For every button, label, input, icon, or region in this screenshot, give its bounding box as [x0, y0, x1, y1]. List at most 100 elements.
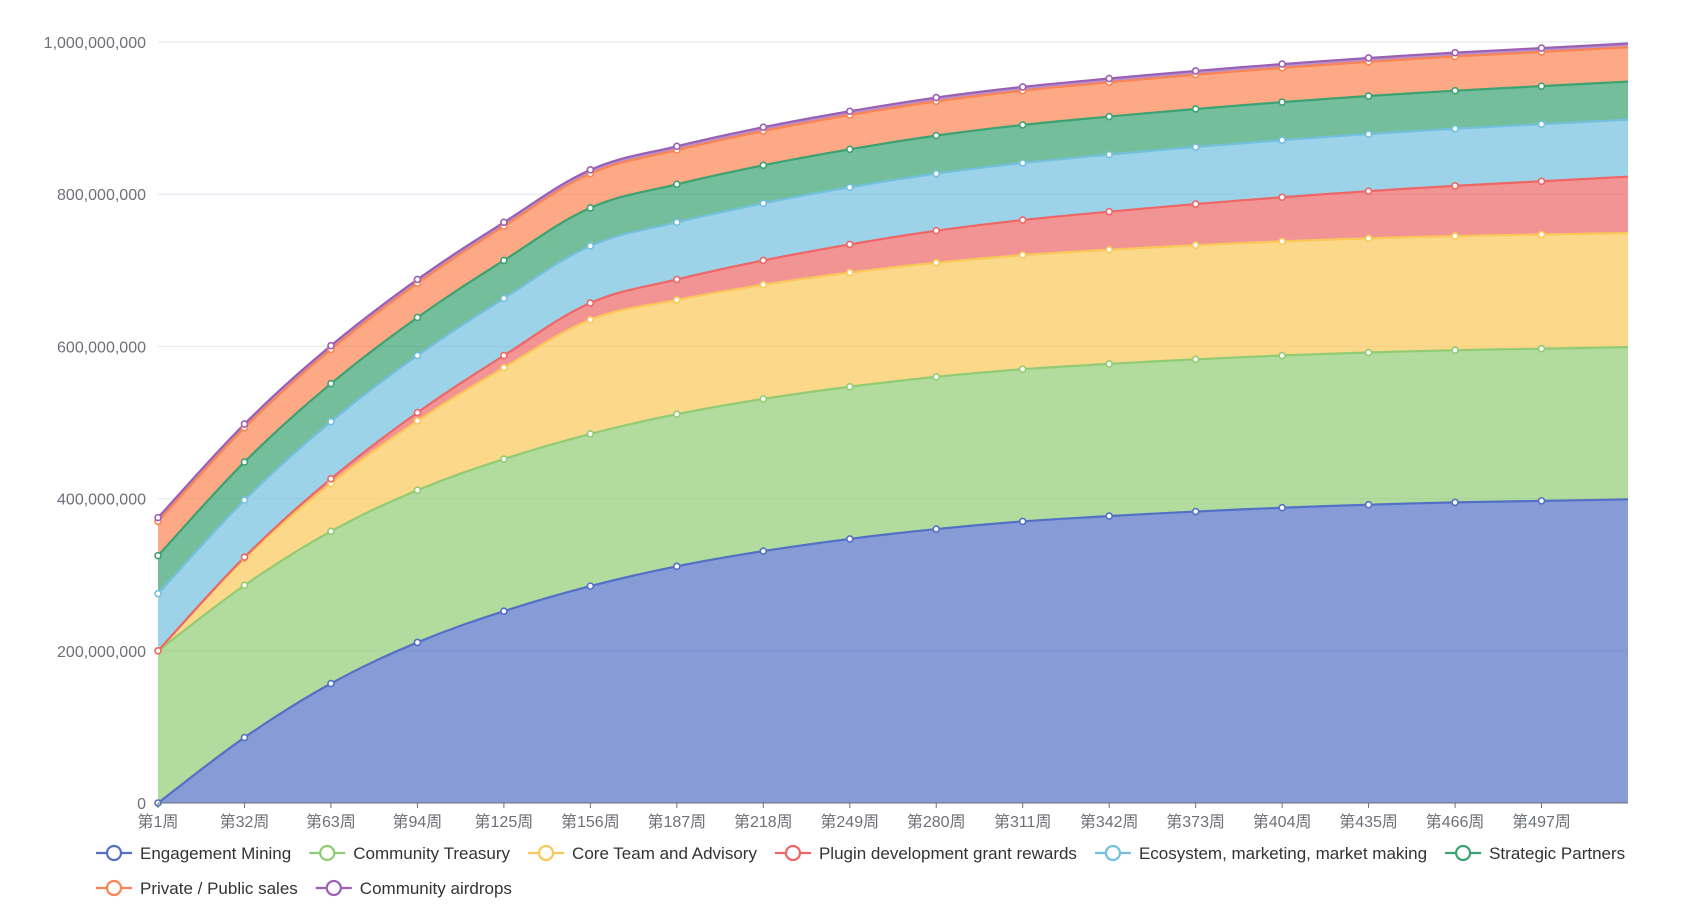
data-point[interactable] — [413, 408, 422, 417]
data-point[interactable] — [240, 458, 249, 466]
data-point[interactable] — [154, 513, 162, 522]
data-point[interactable] — [586, 430, 595, 438]
data-point[interactable] — [1191, 241, 1200, 249]
data-point[interactable] — [240, 581, 249, 590]
legend-item-community-treasury[interactable]: Community Treasury — [309, 844, 511, 863]
data-point[interactable] — [1451, 232, 1459, 240]
data-point[interactable] — [240, 733, 249, 742]
data-point[interactable] — [1018, 216, 1027, 224]
data-point[interactable] — [845, 240, 854, 249]
data-point[interactable] — [1537, 82, 1546, 90]
legend-item-community-airdrops[interactable]: Community airdrops — [315, 879, 512, 898]
data-point[interactable] — [1278, 98, 1286, 106]
data-point[interactable] — [1364, 54, 1373, 62]
data-point[interactable] — [759, 161, 768, 170]
data-point[interactable] — [586, 242, 595, 250]
data-point[interactable] — [1537, 120, 1546, 128]
data-point[interactable] — [327, 475, 335, 483]
data-point[interactable] — [1191, 507, 1200, 516]
data-point[interactable] — [1537, 177, 1546, 186]
data-point[interactable] — [845, 107, 854, 116]
data-point[interactable] — [932, 525, 941, 533]
data-point[interactable] — [1018, 251, 1027, 259]
data-point[interactable] — [586, 204, 595, 212]
data-point[interactable] — [240, 420, 249, 428]
data-point[interactable] — [673, 410, 681, 418]
data-point[interactable] — [154, 551, 162, 560]
data-point[interactable] — [1105, 512, 1113, 520]
data-point[interactable] — [413, 638, 422, 647]
data-point[interactable] — [327, 341, 335, 350]
data-point[interactable] — [1364, 234, 1373, 243]
data-point[interactable] — [1105, 360, 1113, 368]
data-point[interactable] — [154, 589, 162, 598]
legend-item-engagement-mining[interactable]: Engagement Mining — [96, 844, 291, 863]
data-point[interactable] — [759, 256, 768, 265]
data-point[interactable] — [240, 553, 249, 561]
data-point[interactable] — [1191, 200, 1200, 208]
data-point[interactable] — [1451, 48, 1459, 57]
legend-item-private-public-sales[interactable]: Private / Public sales — [96, 879, 298, 898]
data-point[interactable] — [1364, 92, 1373, 100]
data-point[interactable] — [1451, 498, 1459, 507]
data-point[interactable] — [500, 294, 508, 303]
data-point[interactable] — [1537, 44, 1546, 52]
data-point[interactable] — [759, 395, 768, 403]
data-point[interactable] — [1278, 351, 1286, 360]
data-point[interactable] — [673, 296, 681, 304]
data-point[interactable] — [500, 256, 508, 265]
data-point[interactable] — [1451, 182, 1459, 190]
data-point[interactable] — [932, 131, 941, 140]
legend-item-ecosystem-marketing-market-making[interactable]: Ecosystem, marketing, market making — [1094, 844, 1427, 863]
data-point[interactable] — [1278, 60, 1286, 68]
data-point[interactable] — [1278, 237, 1286, 246]
data-point[interactable] — [1018, 159, 1027, 167]
data-point[interactable] — [413, 351, 422, 360]
data-point[interactable] — [932, 373, 941, 381]
data-point[interactable] — [1105, 245, 1113, 254]
data-point[interactable] — [1451, 86, 1459, 95]
area-plugin-development-grant-rewards[interactable] — [158, 176, 1628, 651]
data-point[interactable] — [1278, 136, 1286, 144]
data-point[interactable] — [1364, 500, 1373, 509]
data-point[interactable] — [673, 562, 681, 571]
data-point[interactable] — [1018, 83, 1027, 91]
data-point[interactable] — [1278, 503, 1286, 512]
data-point[interactable] — [1364, 187, 1373, 195]
data-point[interactable] — [759, 123, 768, 132]
data-point[interactable] — [1105, 74, 1113, 83]
data-point[interactable] — [845, 183, 854, 192]
data-point[interactable] — [1105, 207, 1113, 216]
data-point[interactable] — [845, 268, 854, 277]
data-point[interactable] — [845, 382, 854, 391]
data-point[interactable] — [673, 180, 681, 189]
data-point[interactable] — [586, 299, 595, 307]
data-point[interactable] — [1105, 150, 1113, 159]
data-point[interactable] — [500, 455, 508, 463]
data-point[interactable] — [1191, 143, 1200, 151]
data-point[interactable] — [673, 275, 681, 284]
data-point[interactable] — [586, 166, 595, 174]
data-point[interactable] — [413, 313, 422, 322]
data-point[interactable] — [327, 379, 335, 388]
data-point[interactable] — [154, 646, 162, 655]
data-point[interactable] — [500, 351, 508, 360]
data-point[interactable] — [932, 169, 941, 178]
data-point[interactable] — [932, 258, 941, 267]
data-point[interactable] — [845, 145, 854, 154]
data-point[interactable] — [1364, 348, 1373, 357]
legend-item-strategic-partners[interactable]: Strategic Partners — [1445, 844, 1625, 863]
data-point[interactable] — [1018, 365, 1027, 374]
data-point[interactable] — [500, 218, 508, 227]
data-point[interactable] — [1105, 112, 1113, 121]
area-engagement-mining[interactable] — [158, 499, 1628, 803]
data-point[interactable] — [586, 315, 595, 324]
area-core-team-and-advisory[interactable] — [158, 233, 1628, 651]
data-point[interactable] — [500, 363, 508, 372]
data-point[interactable] — [673, 218, 681, 227]
data-point[interactable] — [1364, 130, 1373, 138]
data-point[interactable] — [1191, 355, 1200, 364]
data-point[interactable] — [1451, 346, 1459, 355]
data-point[interactable] — [1451, 124, 1459, 133]
data-point[interactable] — [327, 527, 335, 536]
